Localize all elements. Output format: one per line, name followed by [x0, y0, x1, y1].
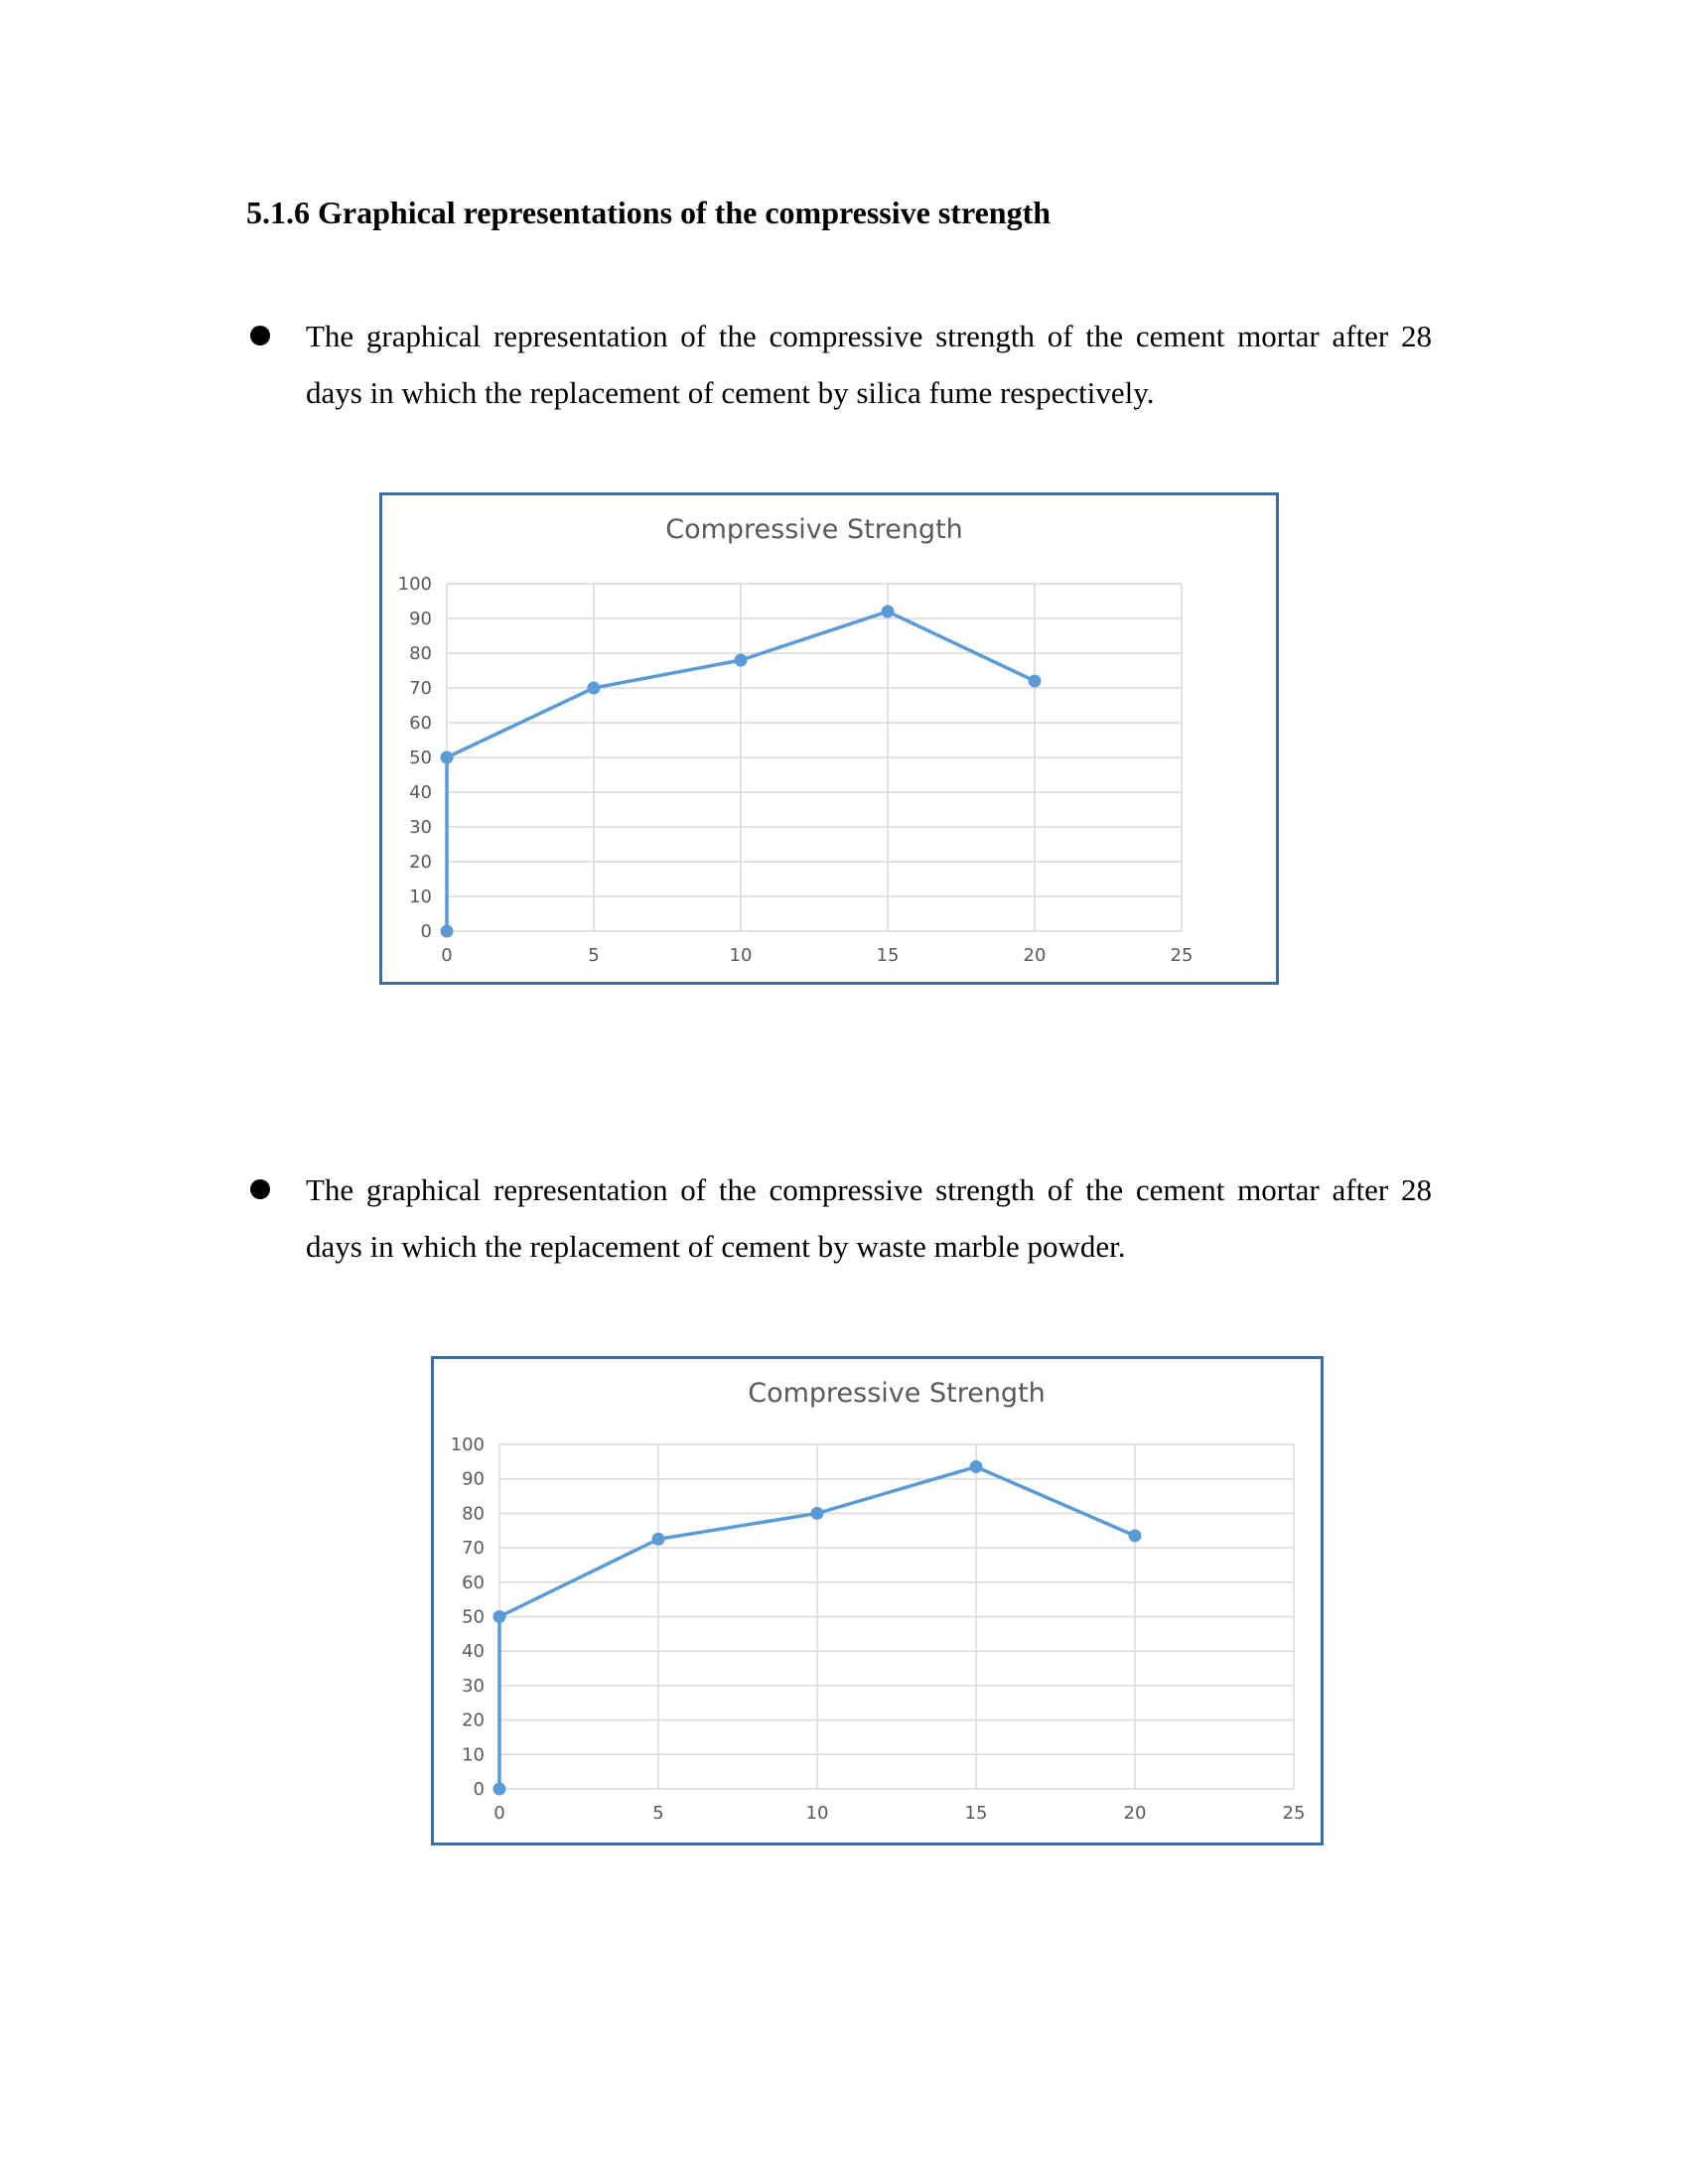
x-tick-label: 25	[1171, 945, 1194, 966]
y-tick-label: 50	[462, 1607, 485, 1628]
y-tick-label: 30	[462, 1676, 485, 1697]
x-tick-label: 25	[1283, 1803, 1306, 1824]
chart-svg: Compressive Strength01020304050607080901…	[398, 514, 1194, 966]
data-point	[810, 1506, 824, 1520]
y-tick-label: 90	[409, 609, 432, 629]
x-tick-label: 5	[588, 945, 599, 966]
y-tick-label: 90	[462, 1469, 485, 1490]
y-tick-label: 20	[409, 852, 432, 873]
bullet-item-silica-fume: The graphical representation of the comp…	[246, 308, 1432, 421]
y-tick-label: 100	[451, 1434, 485, 1455]
bullet-item-marble-powder: The graphical representation of the comp…	[246, 1161, 1432, 1275]
x-tick-label: 10	[806, 1803, 829, 1824]
data-point	[1128, 1529, 1142, 1543]
y-tick-label: 40	[409, 782, 432, 803]
bullet-text: The graphical representation of the comp…	[306, 319, 1432, 410]
compressive-strength-chart-silica-fume: Compressive Strength 0 10 20 30 40 50 60 70 80 90 1…	[379, 492, 1279, 985]
y-tick-label: 70	[462, 1538, 485, 1559]
y-tick-label: 0	[474, 1779, 485, 1800]
series-line	[445, 610, 1036, 931]
y-tick-label: 70	[409, 678, 432, 699]
x-tick-label: 10	[730, 945, 753, 966]
bullet-icon	[250, 1179, 270, 1199]
chart-svg: Compressive Strength01020304050607080901…	[451, 1378, 1306, 1824]
y-tick-label: 30	[409, 817, 432, 838]
y-tick-label: 80	[462, 1503, 485, 1524]
bullet-icon	[250, 326, 270, 345]
chart-title: Compressive Strength	[665, 514, 963, 545]
data-point	[1028, 674, 1042, 688]
data-point	[969, 1460, 983, 1474]
y-tick-label: 60	[409, 713, 432, 734]
y-tick-label: 60	[462, 1572, 485, 1593]
data-point	[492, 1782, 506, 1796]
section-heading: 5.1.6 Graphical representations of the c…	[246, 195, 1052, 230]
y-tick-label: 20	[462, 1710, 485, 1731]
data-point	[587, 681, 601, 695]
x-tick-label: 0	[441, 945, 452, 966]
data-point	[440, 751, 454, 764]
data-point	[492, 1610, 506, 1623]
y-tick-label: 80	[409, 643, 432, 664]
data-point	[881, 605, 895, 618]
x-tick-label: 0	[493, 1803, 504, 1824]
data-point	[651, 1532, 665, 1546]
data-point	[734, 653, 748, 667]
x-tick-label: 15	[965, 1803, 988, 1824]
bullet-text: The graphical representation of the comp…	[306, 1172, 1432, 1264]
series-line	[497, 1464, 1136, 1789]
y-tick-label: 10	[409, 887, 432, 907]
data-point	[440, 924, 454, 938]
y-tick-label: 100	[398, 574, 432, 595]
y-tick-label: 40	[462, 1641, 485, 1662]
y-tick-label: 50	[409, 748, 432, 768]
y-tick-label: 10	[462, 1744, 485, 1765]
x-tick-label: 15	[877, 945, 900, 966]
x-tick-label: 20	[1124, 1803, 1147, 1824]
compressive-strength-chart-marble-powder: Compressive Strength 0 10 20 30 40 50 60 70 80 90 1…	[431, 1356, 1324, 1845]
y-tick-label: 0	[421, 921, 432, 942]
x-tick-label: 20	[1024, 945, 1047, 966]
x-tick-label: 5	[652, 1803, 663, 1824]
chart-title: Compressive Strength	[748, 1378, 1046, 1409]
